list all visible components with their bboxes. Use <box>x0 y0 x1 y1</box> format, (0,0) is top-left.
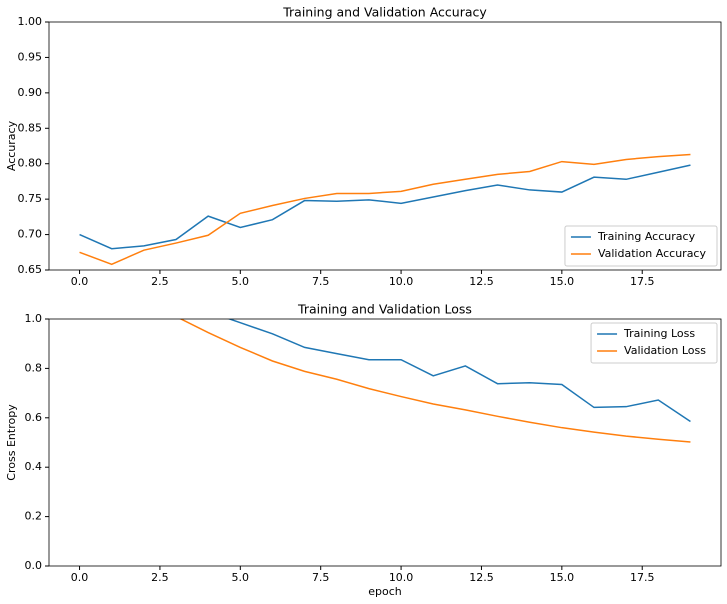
x-axis-label: epoch <box>368 585 402 598</box>
x-tick-label: 12.5 <box>469 275 494 288</box>
x-tick-label: 10.0 <box>389 275 414 288</box>
y-tick-label: 1.00 <box>18 15 43 28</box>
y-tick-label: 0.6 <box>25 411 43 424</box>
y-tick-label: 0.90 <box>18 86 43 99</box>
x-tick-label: 5.0 <box>232 275 250 288</box>
y-axis-label: Accuracy <box>5 120 18 171</box>
x-tick-label: 5.0 <box>232 571 250 584</box>
y-tick-label: 0.0 <box>25 559 43 572</box>
x-tick-label: 7.5 <box>312 571 330 584</box>
data-line <box>227 319 691 423</box>
x-tick-label: 2.5 <box>151 275 169 288</box>
legend-box <box>564 225 718 267</box>
x-tick-label: 15.0 <box>550 571 575 584</box>
y-tick-label: 0.85 <box>18 121 43 134</box>
y-tick-label: 0.95 <box>18 50 43 63</box>
legend-label: Training Accuracy <box>597 230 696 243</box>
subplot: Training and Validation Accuracy Accuracy… <box>5 5 722 288</box>
y-tick-label: 0.80 <box>18 157 43 170</box>
y-tick-label: 0.2 <box>25 510 43 523</box>
chart-title: Training and Validation Accuracy <box>282 5 487 20</box>
x-tick-label: 0.0 <box>71 275 89 288</box>
y-axis-label: Cross Entropy <box>5 404 18 481</box>
y-tick-label: 1.0 <box>25 312 43 325</box>
y-tick-label: 0.4 <box>25 460 43 473</box>
x-tick-label: 2.5 <box>151 571 169 584</box>
y-tick-label: 0.70 <box>18 228 43 241</box>
axes-frame <box>48 318 722 567</box>
y-tick-label: 0.65 <box>18 263 43 276</box>
legend: Training Accuracy Validation Accuracy <box>564 225 718 267</box>
data-line <box>79 164 691 250</box>
y-tick-label: 0.8 <box>25 361 43 374</box>
x-tick-label: 17.5 <box>630 275 655 288</box>
axes-frame <box>48 21 722 271</box>
y-tick-label: 0.75 <box>18 192 43 205</box>
x-tick-label: 12.5 <box>469 571 494 584</box>
x-tick-label: 15.0 <box>550 275 575 288</box>
legend-label: Training Loss <box>623 327 695 340</box>
x-tick-label: 10.0 <box>389 571 414 584</box>
data-line <box>79 153 691 266</box>
x-tick-label: 0.0 <box>71 571 89 584</box>
legend-box <box>590 322 718 364</box>
legend: Training Loss Validation Loss <box>590 322 718 364</box>
legend-label: Validation Accuracy <box>598 247 707 260</box>
subplot: Training and Validation Loss Cross Entrop… <box>5 302 722 598</box>
x-tick-label: 7.5 <box>312 275 330 288</box>
x-tick-label: 17.5 <box>630 571 655 584</box>
legend-label: Validation Loss <box>624 344 706 357</box>
chart-title: Training and Validation Loss <box>297 302 472 317</box>
